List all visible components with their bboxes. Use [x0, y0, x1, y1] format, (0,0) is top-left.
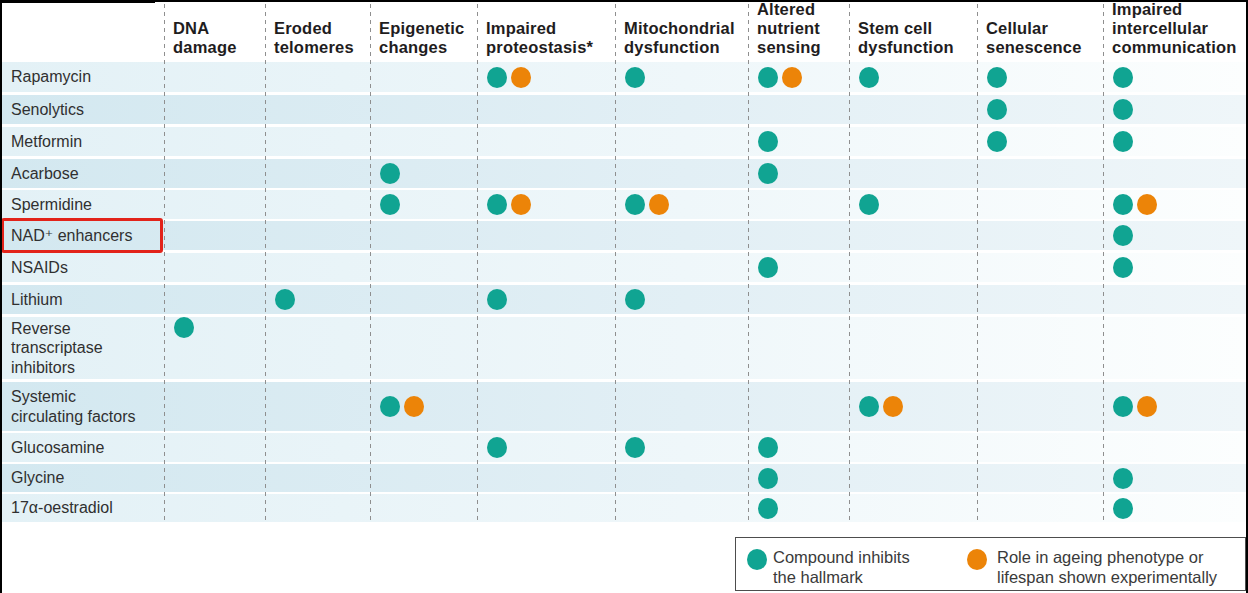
dot-inhibits [1113, 257, 1133, 278]
dot-inhibits [1113, 396, 1133, 417]
figure-top-border [0, 0, 1248, 2]
dot-inhibits [487, 437, 507, 458]
row-label: Glucosamine [2, 433, 160, 462]
legend-inhibits-label: Compound inhibits the hallmark [773, 548, 910, 587]
dot-inhibits [1113, 194, 1133, 215]
hallmarks-of-ageing-compound-matrix: Rapamycin Senolytics Metformin AcarboseSper… [0, 0, 1248, 593]
row-band [2, 159, 1246, 188]
dot-experimental [511, 194, 531, 215]
dot-inhibits [487, 194, 507, 215]
column-header: Epigenetic changes [379, 0, 464, 57]
dot-inhibits [859, 194, 879, 215]
row-label: Senolytics [2, 95, 160, 124]
dot-inhibits [174, 317, 194, 338]
column-header: Impaired proteostasis* [486, 0, 593, 57]
column-header: Cellular senescence [986, 0, 1082, 57]
row-label: Reverse transcriptase inhibitors [2, 317, 160, 379]
dot-inhibits [987, 67, 1007, 88]
figure-left-border [0, 0, 2, 593]
dot-experimental [404, 396, 424, 417]
dot-inhibits [380, 396, 400, 417]
row-band [2, 253, 1246, 282]
row-label: Lithium [2, 285, 160, 314]
dot-inhibits [487, 67, 507, 88]
dot-inhibits [758, 131, 778, 152]
dot-inhibits [1113, 498, 1133, 519]
column-divider [1103, 4, 1104, 523]
row-band [2, 382, 1246, 431]
column-header: Impaired intercellular communication [1112, 0, 1237, 57]
row-label: Spermidine [2, 190, 160, 219]
dot-inhibits [487, 289, 507, 310]
dot-inhibits [625, 437, 645, 458]
figure-top-border-left-segment [0, 0, 155, 3]
dot-experimental [782, 67, 802, 88]
dot-inhibits [1113, 468, 1133, 489]
row-label: NSAIDs [2, 253, 160, 282]
column-divider [164, 4, 165, 523]
column-divider [849, 4, 850, 523]
row-band [2, 95, 1246, 124]
column-header: DNA damage [173, 0, 237, 57]
row-band [2, 285, 1246, 314]
row-band [2, 494, 1246, 522]
dot-experimental [511, 67, 531, 88]
row-band [2, 221, 1246, 250]
dot-inhibits [625, 289, 645, 310]
dot-inhibits [758, 437, 778, 458]
column-header: Stem cell dysfunction [858, 0, 954, 57]
dot-inhibits [1113, 67, 1133, 88]
dot-inhibits [1113, 131, 1133, 152]
column-divider [748, 4, 749, 523]
dot-inhibits [275, 289, 295, 310]
dot-experimental [883, 396, 903, 417]
dot-inhibits [380, 163, 400, 184]
row-band [2, 127, 1246, 156]
row-label: 17α-oestradiol [2, 494, 160, 522]
legend-experimental-label: Role in ageing phenotype or lifespan sho… [997, 548, 1217, 587]
highlight-box-nad-enhancers [1, 218, 163, 253]
column-divider [265, 4, 266, 523]
dot-experimental [1137, 396, 1157, 417]
legend-inhibits-dot-icon [747, 549, 767, 570]
column-divider [370, 4, 371, 523]
dot-inhibits [859, 396, 879, 417]
dot-inhibits [1113, 99, 1133, 120]
dot-experimental [1137, 194, 1157, 215]
column-divider [977, 4, 978, 523]
dot-inhibits [987, 131, 1007, 152]
row-band [2, 464, 1246, 492]
row-band [2, 62, 1246, 92]
row-label: Acarbose [2, 159, 160, 188]
row-label: Glycine [2, 464, 160, 492]
row-band [2, 190, 1246, 219]
dot-inhibits [758, 67, 778, 88]
dot-inhibits [758, 468, 778, 489]
row-label: Systemic circulating factors [2, 382, 160, 431]
legend: Compound inhibits the hallmark Role in a… [735, 537, 1246, 591]
dot-inhibits [758, 163, 778, 184]
dot-inhibits [625, 194, 645, 215]
column-header: Mitochondrial dysfunction [624, 0, 735, 57]
dot-inhibits [625, 67, 645, 88]
column-divider [615, 4, 616, 523]
dot-inhibits [758, 498, 778, 519]
row-label: Rapamycin [2, 62, 160, 92]
dot-inhibits [380, 194, 400, 215]
dot-inhibits [859, 67, 879, 88]
dot-inhibits [987, 99, 1007, 120]
column-header: Eroded telomeres [274, 0, 354, 57]
dot-inhibits [758, 257, 778, 278]
row-label: Metformin [2, 127, 160, 156]
dot-experimental [649, 194, 669, 215]
column-header: Altered nutrient sensing [757, 0, 821, 57]
legend-experimental-dot-icon [967, 549, 987, 570]
dot-inhibits [1113, 225, 1133, 246]
column-divider [477, 4, 478, 523]
row-band [2, 433, 1246, 462]
